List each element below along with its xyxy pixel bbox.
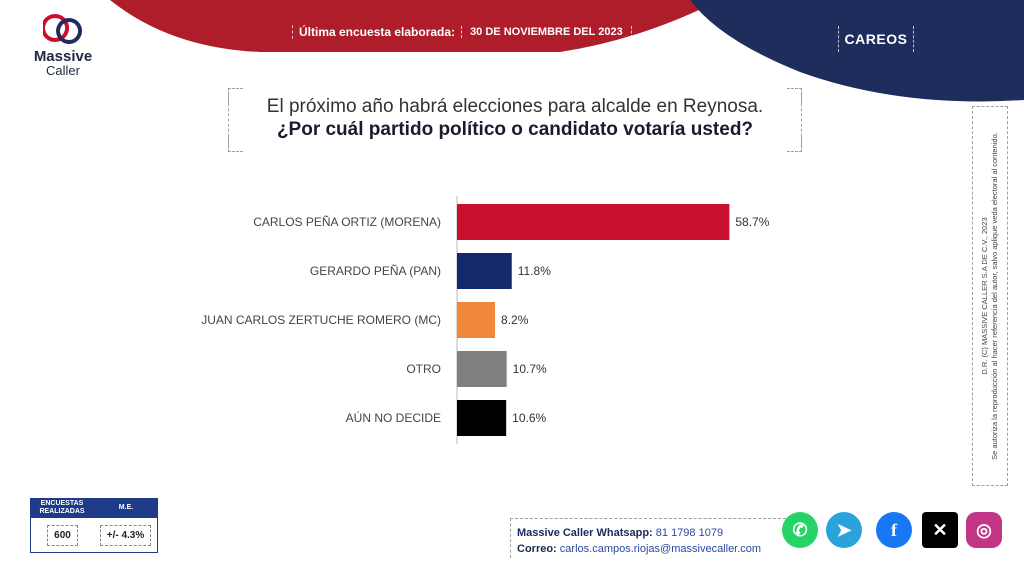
email-address[interactable]: carlos.campos.riojas@massivecaller.com <box>559 543 762 555</box>
bar-2 <box>457 302 496 338</box>
copyright-line1: D.R. (C) MASSIVE CALLER S.A DE C.V., 202… <box>980 217 989 375</box>
instagram-icon[interactable]: ◎ <box>966 512 1002 548</box>
value-label: 10.7% <box>513 362 547 376</box>
survey-date: 30 DE NOVIEMBRE DEL 2023 <box>461 26 632 38</box>
header-background <box>110 0 1024 102</box>
x-icon[interactable]: ✕ <box>922 512 958 548</box>
category-label: CARLOS PEÑA ORTIZ (MORENA) <box>253 215 441 229</box>
bar-1 <box>457 253 512 289</box>
me-header: M.E. <box>118 504 134 511</box>
brand-name-line2: Caller <box>46 63 80 78</box>
category-label: AÚN NO DECIDE <box>346 410 441 425</box>
surveys-value: 600 <box>47 524 78 546</box>
question-box: El próximo año habrá elecciones para alc… <box>228 88 802 152</box>
category-label: GERARDO PEÑA (PAN) <box>310 264 441 278</box>
copyright-line2: Se autoriza la reproducción al hacer ref… <box>990 132 999 460</box>
category-label: JUAN CARLOS ZERTUCHE ROMERO (MC) <box>201 313 441 327</box>
telegram-icon[interactable]: ➤ <box>826 512 862 548</box>
email-label: Correo: <box>517 543 557 555</box>
copyright-note: D.R. (C) MASSIVE CALLER S.A DE C.V., 202… <box>972 106 1008 486</box>
survey-label: Última encuesta elaborada: <box>292 25 461 39</box>
bar-4 <box>457 400 507 436</box>
contact-info: Massive Caller Whatsapp: 81 1798 1079 Co… <box>510 518 786 558</box>
brand-name-line1: Massive <box>33 48 93 65</box>
section-title: CAREOS <box>838 26 914 52</box>
value-label: 10.6% <box>512 411 546 425</box>
bar-3 <box>457 351 507 387</box>
facebook-icon[interactable]: f <box>876 512 912 548</box>
survey-stats: ENCUESTAS REALIZADAS M.E. 600 +/- 4.3% <box>30 498 158 556</box>
whatsapp-icon[interactable]: ✆ <box>782 512 818 548</box>
surveys-header: ENCUESTAS REALIZADAS <box>39 500 85 515</box>
whatsapp-label: Massive Caller Whatsapp: <box>517 527 653 539</box>
survey-date-banner: Última encuesta elaborada: 30 DE NOVIEMB… <box>292 20 632 44</box>
category-label: OTRO <box>406 362 441 376</box>
whatsapp-number[interactable]: 81 1798 1079 <box>655 527 724 539</box>
value-label: 58.7% <box>735 215 769 229</box>
value-label: 8.2% <box>501 313 529 327</box>
question-line1: El próximo año habrá elecciones para alc… <box>266 96 764 117</box>
question-line2: ¿Por cuál partido político o candidato v… <box>276 119 754 140</box>
bar-chart: CARLOS PEÑA ORTIZ (MORENA) 58.7% GERARDO P… <box>201 196 770 444</box>
value-label: 11.8% <box>518 264 551 278</box>
bar-0 <box>457 204 730 240</box>
me-value: +/- 4.3% <box>99 524 152 546</box>
logo-icon <box>41 14 83 44</box>
brand-logo: Massive Caller <box>28 12 98 77</box>
